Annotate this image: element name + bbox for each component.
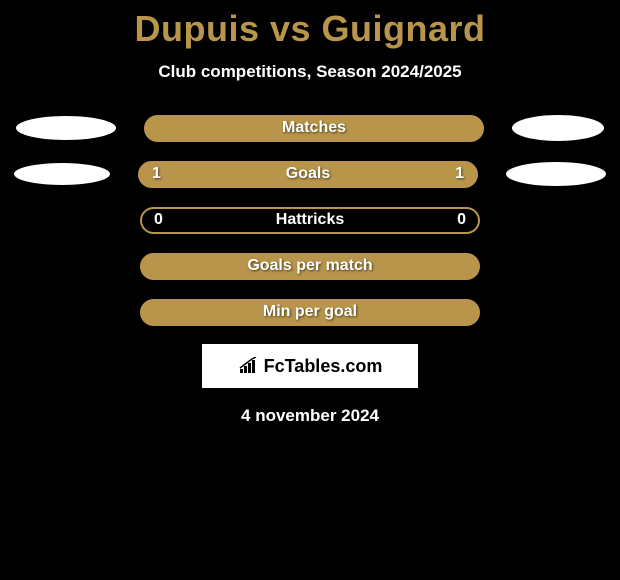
stat-value-right: 1 <box>455 165 464 183</box>
stat-row: Matches <box>0 114 620 142</box>
stat-label: Hattricks <box>276 211 344 229</box>
stat-label: Matches <box>282 119 346 137</box>
player-ellipse-left <box>16 116 116 140</box>
stat-label: Min per goal <box>263 303 357 321</box>
stat-bar: Min per goal <box>140 299 480 326</box>
stat-label: Goals per match <box>247 257 372 275</box>
player-ellipse-right <box>512 115 604 141</box>
logo-label: FcTables.com <box>264 356 383 377</box>
logo-text: FcTables.com <box>238 356 383 377</box>
stats-rows: Matches 1 Goals 1 0 Hattricks 0 Goals per match… <box>0 114 620 326</box>
page-title: Dupuis vs Guignard <box>0 8 620 50</box>
chart-icon <box>238 357 260 375</box>
player-ellipse-right <box>506 162 606 186</box>
stat-bar: 0 Hattricks 0 <box>140 207 480 234</box>
stat-value-left: 1 <box>152 165 161 183</box>
stat-row: 1 Goals 1 <box>0 160 620 188</box>
stat-bar: Matches <box>144 115 484 142</box>
stat-bar: 1 Goals 1 <box>138 161 478 188</box>
subtitle: Club competitions, Season 2024/2025 <box>0 62 620 82</box>
stat-row: 0 Hattricks 0 <box>0 206 620 234</box>
comparison-container: Dupuis vs Guignard Club competitions, Se… <box>0 0 620 426</box>
stat-row: Goals per match <box>0 252 620 280</box>
stat-bar: Goals per match <box>140 253 480 280</box>
stat-row: Min per goal <box>0 298 620 326</box>
logo-box: FcTables.com <box>202 344 418 388</box>
stat-value-left: 0 <box>154 211 163 229</box>
stat-value-right: 0 <box>457 211 466 229</box>
player-ellipse-left <box>14 163 110 185</box>
date-text: 4 november 2024 <box>0 406 620 426</box>
stat-label: Goals <box>286 165 330 183</box>
